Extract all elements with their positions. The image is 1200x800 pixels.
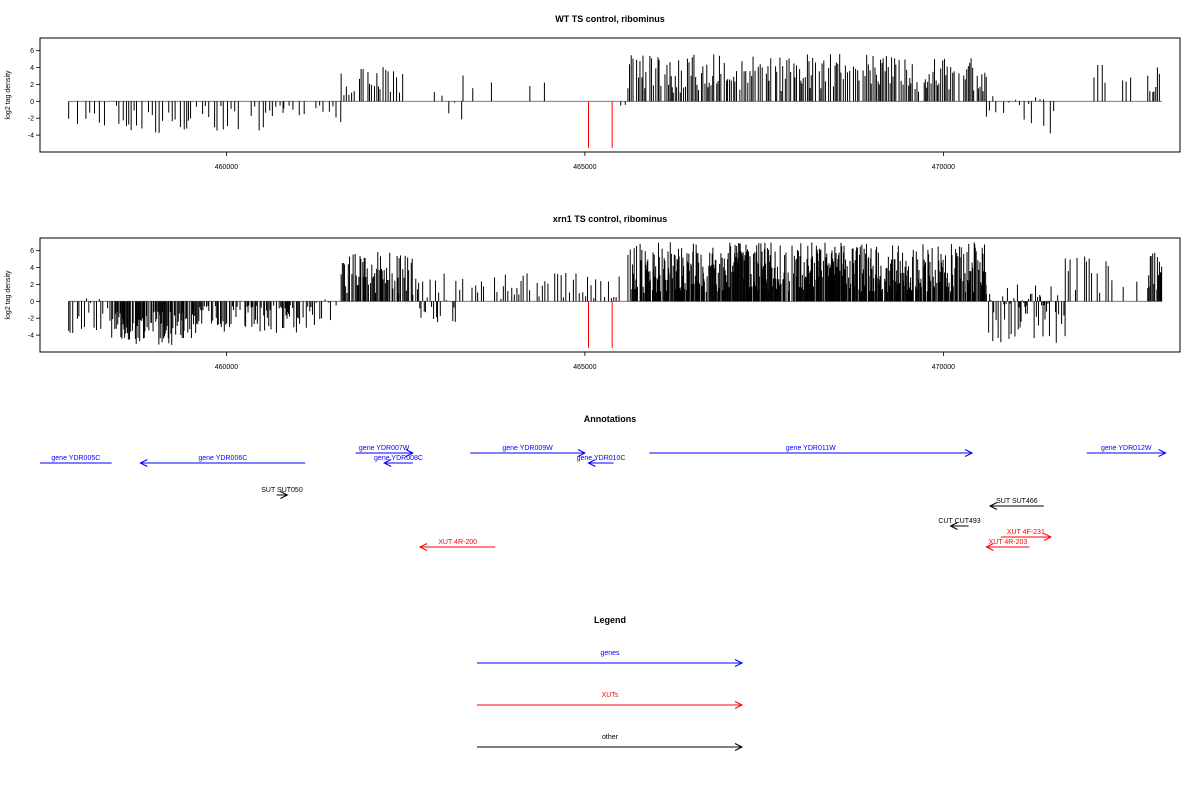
feature-xut-4r-203: XUT 4R-203 bbox=[985, 539, 1030, 551]
legend-label: XUTs bbox=[602, 692, 619, 699]
y-tick-label: 2 bbox=[30, 282, 34, 289]
feature-label: XUT 4F-231 bbox=[1007, 529, 1045, 536]
feature-label: SUT SUT466 bbox=[996, 498, 1038, 505]
arrowhead bbox=[405, 449, 414, 457]
y-tick-label: 2 bbox=[30, 82, 34, 89]
arrowhead bbox=[964, 449, 974, 457]
feature-gene-ydr012w: gene YDR012W bbox=[1086, 445, 1167, 457]
arrowhead bbox=[418, 543, 428, 551]
feature-label: gene YDR006C bbox=[198, 455, 247, 462]
feature-label: CUT CUT493 bbox=[938, 518, 980, 525]
feature-cut-cut493: CUT CUT493 bbox=[938, 518, 981, 530]
feature-label: SUT SUT050 bbox=[261, 487, 303, 494]
arrowhead bbox=[988, 502, 998, 510]
legend-label: other bbox=[602, 734, 619, 741]
panel-2: xrn1 TS control, ribominus log2 tag densi… bbox=[5, 214, 1181, 371]
plot-frame bbox=[39, 37, 1181, 153]
y-axis-label: log2 tag density bbox=[5, 70, 12, 120]
feature-label: gene YDR008C bbox=[374, 455, 423, 462]
feature-gene-ydr010c: gene YDR010C bbox=[577, 455, 626, 467]
x-tick-label: 460000 bbox=[215, 364, 238, 371]
feature-sut-sut050: SUT SUT050 bbox=[261, 487, 303, 499]
y-tick-label: -4 bbox=[28, 333, 34, 340]
feature-xut-4r-200: XUT 4R-200 bbox=[418, 539, 496, 551]
panel-1: WT TS control, ribominus log2 tag density… bbox=[5, 14, 1181, 171]
arrowhead bbox=[734, 743, 744, 751]
legend: Legend genes XUTs other bbox=[477, 615, 744, 751]
plot-frame bbox=[39, 237, 1181, 353]
annotations-title: Annotations bbox=[584, 414, 637, 424]
y-tick-label: 6 bbox=[30, 248, 34, 255]
legend-label: genes bbox=[600, 650, 620, 657]
x-tick-label: 470000 bbox=[932, 364, 955, 371]
feature-gene-ydr006c: gene YDR006C bbox=[139, 455, 306, 467]
feature-label: gene YDR012W bbox=[1101, 445, 1152, 452]
x-tick-label: 465000 bbox=[573, 364, 596, 371]
x-tick-label: 470000 bbox=[932, 164, 955, 171]
panel-title: xrn1 TS control, ribominus bbox=[553, 214, 668, 224]
arrowhead bbox=[280, 491, 289, 499]
arrowhead bbox=[383, 459, 392, 467]
signal-bars bbox=[68, 54, 1160, 134]
y-tick-label: 0 bbox=[30, 99, 34, 106]
arrowhead bbox=[139, 459, 148, 467]
feature-gene-ydr007w: gene YDR007W bbox=[355, 445, 414, 457]
feature-gene-ydr008c: gene YDR008C bbox=[374, 455, 423, 467]
signal-bars bbox=[68, 242, 1163, 345]
x-tick-label: 460000 bbox=[215, 164, 238, 171]
feature-label: XUT 4R-200 bbox=[438, 539, 477, 546]
feature-xut-4f-231: XUT 4F-231 bbox=[1000, 529, 1053, 541]
feature-sut-sut466: SUT SUT466 bbox=[988, 498, 1044, 510]
x-tick-label: 465000 bbox=[573, 164, 596, 171]
arrowhead bbox=[985, 543, 994, 551]
feature-gene-ydr011w: gene YDR011W bbox=[649, 445, 974, 457]
feature-label: gene YDR007W bbox=[359, 445, 410, 452]
legend-entry-xuts: XUTs bbox=[477, 692, 744, 709]
y-tick-label: -4 bbox=[28, 133, 34, 140]
arrowhead bbox=[1158, 449, 1167, 457]
arrowhead bbox=[949, 522, 958, 530]
feature-label: XUT 4R-203 bbox=[989, 539, 1028, 546]
y-tick-label: 4 bbox=[30, 265, 34, 272]
feature-label: gene YDR010C bbox=[577, 455, 626, 462]
y-tick-label: 0 bbox=[30, 299, 34, 306]
legend-entry-other: other bbox=[477, 734, 744, 751]
y-axis-label: log2 tag density bbox=[5, 270, 12, 320]
arrowhead bbox=[1043, 533, 1053, 541]
arrowhead bbox=[587, 459, 596, 467]
y-tick-label: -2 bbox=[28, 116, 34, 123]
y-tick-label: 6 bbox=[30, 48, 34, 55]
feature-label: gene YDR011W bbox=[786, 445, 836, 452]
arrowhead bbox=[734, 701, 744, 709]
legend-title: Legend bbox=[594, 615, 626, 625]
panel-title: WT TS control, ribominus bbox=[555, 14, 665, 24]
legend-entry-genes: genes bbox=[477, 650, 744, 667]
arrowhead bbox=[577, 449, 587, 457]
annotations-track: Annotations gene YDR005C gene YDR006C gene … bbox=[40, 414, 1167, 551]
feature-gene-ydr005c: gene YDR005C bbox=[40, 455, 112, 464]
y-tick-label: 4 bbox=[30, 65, 34, 72]
feature-gene-ydr009w: gene YDR009W bbox=[470, 445, 587, 457]
y-tick-label: -2 bbox=[28, 316, 34, 323]
feature-label: gene YDR005C bbox=[51, 455, 100, 462]
feature-label: gene YDR009W bbox=[502, 445, 553, 452]
arrowhead bbox=[734, 659, 744, 667]
